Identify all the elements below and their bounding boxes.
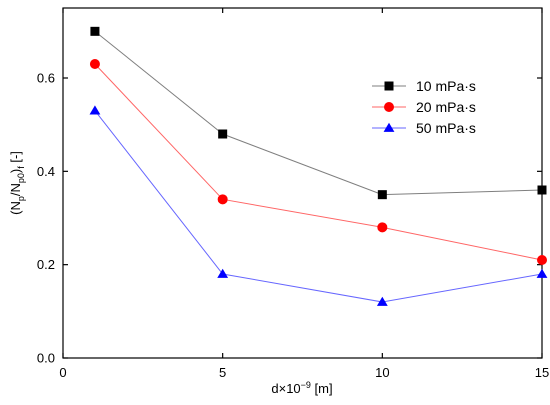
data-point: [377, 190, 387, 200]
data-point: [537, 185, 547, 195]
series-line: [94, 63, 543, 261]
data-point: [218, 129, 228, 139]
data-point: [89, 59, 100, 69]
data-point: [377, 222, 388, 233]
legend-item: 50 mPa·s: [372, 120, 476, 136]
legend-label: 10 mPa·s: [416, 78, 476, 94]
series-line: [94, 110, 543, 303]
series-layer: [89, 26, 548, 306]
x-tick-label: 10: [375, 365, 389, 380]
legend: 10 mPa·s 20 mPa·s 50 mPa·s: [372, 78, 476, 136]
x-tick-label: 5: [219, 365, 226, 380]
y-tick-label: 0.4: [37, 164, 55, 179]
series-1: [89, 59, 547, 265]
series-line: [94, 30, 543, 196]
data-point: [89, 105, 101, 115]
legend-marker: [384, 81, 394, 91]
legend-item: 20 mPa·s: [372, 99, 476, 115]
legend-marker: [383, 122, 395, 132]
legend-item: 10 mPa·s: [372, 78, 476, 94]
legend-label: 20 mPa·s: [416, 99, 476, 115]
x-tick-label: 15: [535, 365, 549, 380]
data-point: [536, 268, 548, 278]
x-tick-label: 0: [59, 365, 66, 380]
y-axis-ticks: 0.0 0.2 0.4 0.6: [37, 71, 542, 366]
data-point: [90, 26, 100, 36]
series-2: [89, 105, 548, 306]
y-axis-label: (Np/Np0)f [-]: [8, 151, 26, 215]
data-point: [217, 268, 229, 278]
y-tick-label: 0.0: [37, 351, 55, 366]
series-0: [90, 26, 547, 200]
data-point: [217, 194, 228, 205]
x-axis-ticks: 0 5 10 15: [59, 8, 549, 380]
x-axis-label: d×10−9 [m]: [271, 380, 332, 396]
legend-marker: [384, 102, 394, 112]
legend-label: 50 mPa·s: [416, 120, 476, 136]
data-point: [376, 296, 388, 306]
y-tick-label: 0.2: [37, 257, 55, 272]
plot-frame: [62, 7, 543, 359]
y-tick-label: 0.6: [37, 71, 55, 86]
data-point: [537, 255, 547, 265]
